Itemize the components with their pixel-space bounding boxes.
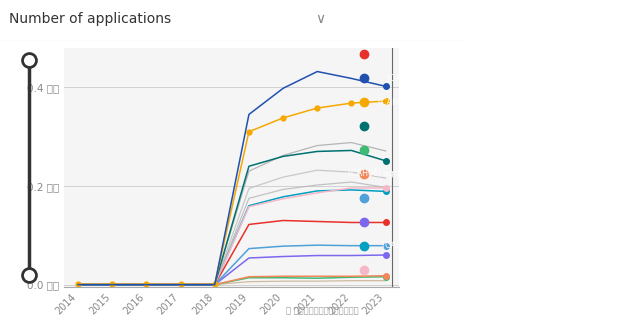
Text: (CAH06) agriculture, food and related studies: (CAH06) agriculture, food and related st…	[348, 169, 530, 178]
Text: (CAH03) biological and sport sciences: (CAH03) biological and sport sciences	[378, 98, 530, 107]
Text: 126,030: 126,030	[597, 50, 635, 59]
Text: (CAH07) physical sciences: (CAH07) physical sciences	[424, 193, 530, 202]
Text: (CAH10) engineering and technology: (CAH10) engineering and technology	[382, 241, 530, 250]
Text: (CAH05) veterinary sciences: (CAH05) veterinary sciences	[416, 145, 530, 154]
Text: 79,150: 79,150	[603, 193, 635, 202]
Text: 195,690: 195,690	[597, 265, 635, 274]
Text: (CAH02) subjects allied to medicine: (CAH02) subjects allied to medicine	[386, 74, 530, 83]
Text: (CAH09) mathematical sciences: (CAH09) mathematical sciences	[401, 217, 530, 226]
Text: ∨: ∨	[316, 12, 325, 26]
Text: (CAH01) medicine and dentistry: (CAH01) medicine and dentistry	[401, 50, 530, 59]
Text: 17,500: 17,500	[603, 169, 635, 178]
Text: (CAH11) computing: (CAH11) computing	[451, 265, 530, 274]
Text: 402,380: 402,380	[597, 74, 635, 83]
Text: 151,080: 151,080	[597, 122, 635, 130]
Text: 🔔 公众号・新东方英国本科留学: 🔔 公众号・新东方英国本科留学	[286, 307, 358, 316]
Text: Number of applications: Number of applications	[9, 12, 171, 26]
Text: 189,030: 189,030	[597, 241, 635, 250]
Text: 59,860: 59,860	[603, 217, 635, 226]
Text: 2023: 2023	[363, 22, 397, 35]
Text: (CAH04) psychology: (CAH04) psychology	[449, 122, 530, 130]
Text: 15,880: 15,880	[603, 145, 635, 154]
Text: 171,750: 171,750	[597, 98, 635, 107]
